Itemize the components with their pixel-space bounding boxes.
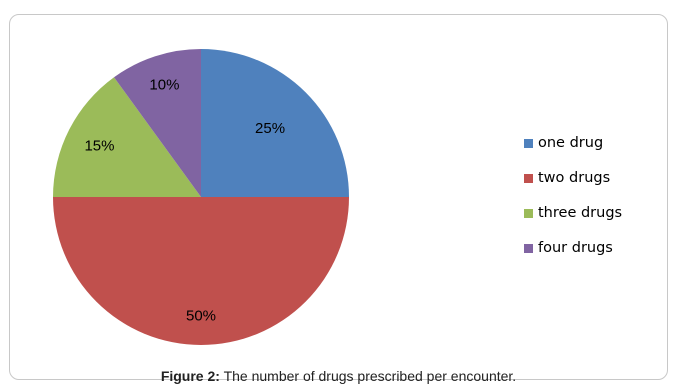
caption-text: The number of drugs prescribed per encou… [219,368,517,384]
legend-item-one-drug: one drug [524,134,622,152]
pie-slice-four-drugs [114,48,201,197]
legend-label: one drug [538,135,604,151]
slice-label-one-drug: 25% [255,120,285,137]
chart-legend: one drug two drugs three drugs four drugs [524,134,622,274]
slice-label-four-drugs: 10% [149,76,179,93]
pie-slice-one-drug [201,49,349,197]
pie-slice-three-drugs [53,77,201,197]
legend-item-three-drugs: three drugs [524,204,622,222]
figure-caption: Figure 2: The number of drugs prescribed… [0,368,677,384]
legend-label: three drugs [538,205,623,221]
legend-swatch [524,208,533,218]
legend-item-two-drugs: two drugs [524,169,622,187]
legend-label: two drugs [538,170,611,186]
pie-slices [53,48,349,345]
legend-swatch [524,138,533,148]
pie-slice-two-drugs [53,197,349,345]
slice-label-three-drugs: 15% [84,137,114,154]
slice-label-two-drugs: 50% [186,307,216,324]
pie-labels: 25% 50% 15% 10% [84,76,285,324]
legend-swatch [524,243,533,253]
caption-prefix: Figure 2: [160,368,220,384]
legend-item-four-drugs: four drugs [524,239,622,257]
legend-label: four drugs [538,240,613,256]
chart-frame [9,14,668,380]
legend-swatch [524,173,533,183]
